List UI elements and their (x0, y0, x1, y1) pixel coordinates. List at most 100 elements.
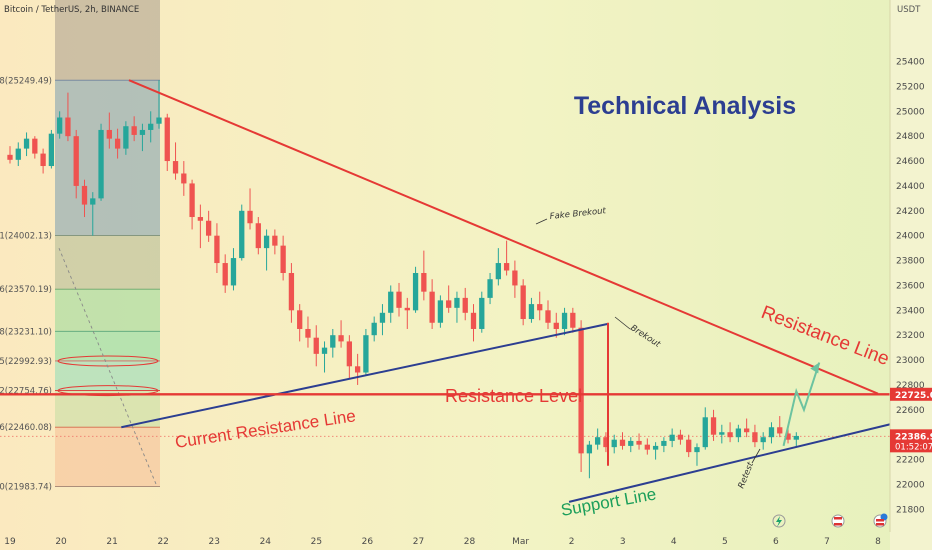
candle-body (181, 173, 187, 184)
candle-body (785, 433, 791, 440)
candle-body (570, 312, 576, 328)
fib-zone (55, 289, 160, 332)
candle-body (48, 133, 55, 167)
candle-body (255, 223, 261, 249)
price-tick-label: 24400 (896, 182, 925, 192)
time-tick-label: 8 (875, 537, 881, 547)
resistance-price-value: 22725.00 (895, 391, 932, 401)
projection-arrow (782, 362, 821, 447)
time-tick-label: 7 (824, 537, 830, 547)
candle-body (636, 440, 642, 445)
fib-zone-top (55, 0, 160, 81)
current-price-value: 22386.93 (895, 432, 932, 442)
price-axis[interactable]: 2180022000222002240022600228002300023200… (889, 0, 932, 550)
candle-body (669, 434, 675, 441)
candle-body (239, 210, 245, 259)
candle-body (123, 126, 129, 149)
candle-body (272, 235, 278, 246)
candle-body (652, 445, 659, 450)
time-tick-label: 2 (569, 537, 575, 547)
fib-level-label: 0(21983.74) (0, 482, 52, 492)
candle-body (321, 347, 328, 354)
lightning-icon[interactable] (772, 514, 786, 528)
candle-body (561, 312, 568, 329)
fake-breakout-pointer (535, 218, 548, 225)
time-tick-label: 28 (464, 537, 476, 547)
fib-zone (55, 80, 160, 236)
candle-body (15, 148, 21, 160)
fib-zone (55, 235, 160, 290)
candle-body (263, 235, 270, 249)
price-tick-label: 23600 (896, 281, 925, 291)
descending-resistance-line (128, 79, 879, 395)
candle-body (313, 337, 319, 354)
multi-flag-icon[interactable] (873, 513, 888, 528)
candle-body (454, 297, 460, 308)
price-tick-label: 24000 (896, 232, 925, 242)
candle-body (81, 185, 88, 205)
candle-body (446, 300, 452, 308)
current-price-tag (890, 429, 932, 453)
candle-body (371, 322, 377, 336)
time-axis[interactable]: 19 20 21 22 23 24 25 26 27 28 Mar 2 3 4 5 6 7 8 (4, 537, 881, 547)
time-tick-label: 26 (362, 537, 374, 547)
candle-body (421, 273, 427, 292)
candle-body (611, 439, 617, 448)
fib-trend-connector (58, 247, 158, 487)
candle-body (280, 245, 286, 273)
candle-body (603, 437, 609, 448)
candle-body (437, 300, 444, 323)
candle-body (404, 307, 410, 311)
candle-body (777, 427, 783, 434)
trend-lines[interactable] (0, 79, 904, 503)
fib-zone (55, 331, 160, 361)
flag-icon[interactable] (831, 514, 845, 528)
time-tick-label: 25 (311, 537, 322, 547)
candle-body (73, 136, 79, 186)
candle-body (719, 432, 725, 435)
candle-body (106, 129, 112, 139)
candle-body (247, 210, 253, 224)
candlestick-series (7, 80, 799, 479)
candle-body (32, 138, 38, 154)
candle-body (65, 117, 71, 137)
price-tick-label: 25200 (896, 82, 925, 92)
time-tick-label: Mar (512, 537, 529, 547)
candle-body (619, 439, 626, 446)
currency-unit: USDT (897, 5, 921, 15)
candle-body (520, 285, 526, 320)
candle-body (90, 198, 96, 205)
candle-body (553, 322, 559, 329)
candle-body (768, 427, 775, 438)
candle-body (702, 417, 708, 448)
price-tick-label: 22000 (896, 480, 925, 490)
price-tick-label: 22200 (896, 456, 925, 466)
candle-body (354, 366, 361, 373)
candle-body (98, 129, 104, 199)
retest-pointer (751, 448, 761, 464)
candle-body (470, 312, 477, 329)
price-axis-background (890, 0, 932, 550)
candle-body (40, 153, 46, 167)
candle-body (644, 444, 650, 450)
candle-body (760, 437, 766, 443)
candle-body (288, 273, 295, 311)
fib-zone (55, 390, 160, 428)
candle-body (710, 417, 717, 435)
price-tick-label: 22800 (896, 381, 925, 391)
price-tick-label: 25000 (896, 107, 925, 117)
candle-body (545, 310, 551, 323)
fibonacci-retracement[interactable]: 1.618(25249.49) 1(24002.13) 0.786(23570.19… (0, 0, 160, 492)
time-tick-label: 23 (209, 537, 220, 547)
candle-body (222, 263, 228, 286)
candle-body (537, 304, 543, 311)
price-tick-label: 24800 (896, 132, 925, 142)
candle-body (172, 161, 179, 174)
candle-body (578, 327, 584, 454)
candle-body (205, 220, 212, 236)
price-tick-label: 23400 (896, 306, 925, 316)
resistance-level-label: Resistance Level (445, 386, 582, 406)
fib-level-label: 0.618(23231.10) (0, 327, 52, 337)
candle-body (338, 335, 344, 342)
